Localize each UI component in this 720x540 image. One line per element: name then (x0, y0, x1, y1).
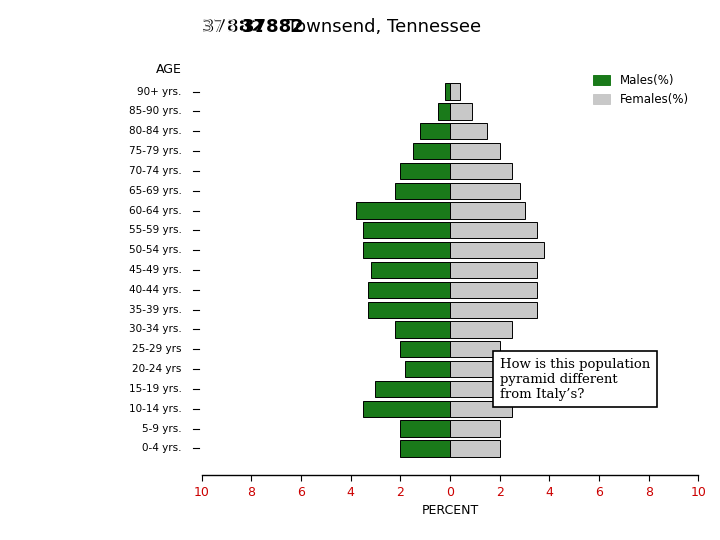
Bar (363, 401, 450, 417)
Bar (363, 222, 450, 239)
Text: 10-14 yrs.: 10-14 yrs. (129, 404, 181, 414)
Text: 60-64 yrs.: 60-64 yrs. (129, 206, 181, 215)
Bar (450, 301, 537, 318)
Text: 15-19 yrs.: 15-19 yrs. (129, 384, 181, 394)
Text: 55-59 yrs.: 55-59 yrs. (129, 225, 181, 235)
Bar (450, 321, 512, 338)
Text: 37882: 37882 (202, 18, 264, 36)
Bar (450, 143, 500, 159)
Text: 20-24 yrs: 20-24 yrs (132, 364, 181, 374)
Text: 37882 Townsend, Tennessee: 37882 Townsend, Tennessee (202, 18, 459, 36)
Bar (376, 381, 450, 397)
Bar (371, 262, 450, 278)
Text: 80-84 yrs.: 80-84 yrs. (129, 126, 181, 136)
Text: 0-4 yrs.: 0-4 yrs. (143, 443, 181, 454)
Text: How is this population
pyramid different
from Italy’s?: How is this population pyramid different… (500, 357, 650, 401)
Bar (420, 123, 450, 139)
Text: 45-49 yrs.: 45-49 yrs. (129, 265, 181, 275)
Legend: Males(%), Females(%): Males(%), Females(%) (589, 71, 693, 110)
Text: 70-74 yrs.: 70-74 yrs. (129, 166, 181, 176)
Bar (405, 361, 450, 377)
Bar (400, 421, 450, 437)
Bar (450, 381, 512, 397)
Bar (450, 123, 487, 139)
Text: Townsend, Tennessee: Townsend, Tennessee (241, 18, 482, 36)
Text: 5-9 yrs.: 5-9 yrs. (142, 423, 181, 434)
Bar (450, 163, 512, 179)
Bar (450, 401, 512, 417)
Bar (450, 262, 537, 278)
Bar (400, 163, 450, 179)
Text: AGE: AGE (156, 63, 181, 76)
X-axis label: PERCENT: PERCENT (421, 504, 479, 517)
Bar (438, 103, 450, 119)
Bar (368, 301, 450, 318)
Text: 37882: 37882 (241, 18, 304, 36)
Bar (450, 440, 500, 456)
Bar (363, 242, 450, 258)
Text: 25-29 yrs: 25-29 yrs (132, 345, 181, 354)
Bar (395, 321, 450, 338)
Text: 35-39 yrs.: 35-39 yrs. (129, 305, 181, 315)
Text: 30-34 yrs.: 30-34 yrs. (129, 325, 181, 334)
Bar (395, 183, 450, 199)
Bar (356, 202, 450, 219)
Bar (400, 440, 450, 456)
Bar (450, 103, 472, 119)
Bar (413, 143, 450, 159)
Text: 65-69 yrs.: 65-69 yrs. (129, 186, 181, 195)
Bar (450, 341, 500, 357)
Bar (450, 183, 520, 199)
Bar (445, 84, 450, 100)
Bar (450, 282, 537, 298)
Text: 40-44 yrs.: 40-44 yrs. (129, 285, 181, 295)
Text: 75-79 yrs.: 75-79 yrs. (129, 146, 181, 156)
Bar (450, 222, 537, 239)
Bar (400, 341, 450, 357)
Bar (450, 421, 500, 437)
Bar (450, 361, 495, 377)
Bar (368, 282, 450, 298)
Text: 90+ yrs.: 90+ yrs. (138, 86, 181, 97)
Text: 50-54 yrs.: 50-54 yrs. (129, 245, 181, 255)
Bar (450, 84, 460, 100)
Text: 85-90 yrs.: 85-90 yrs. (129, 106, 181, 117)
Bar (450, 202, 524, 219)
Bar (450, 242, 544, 258)
